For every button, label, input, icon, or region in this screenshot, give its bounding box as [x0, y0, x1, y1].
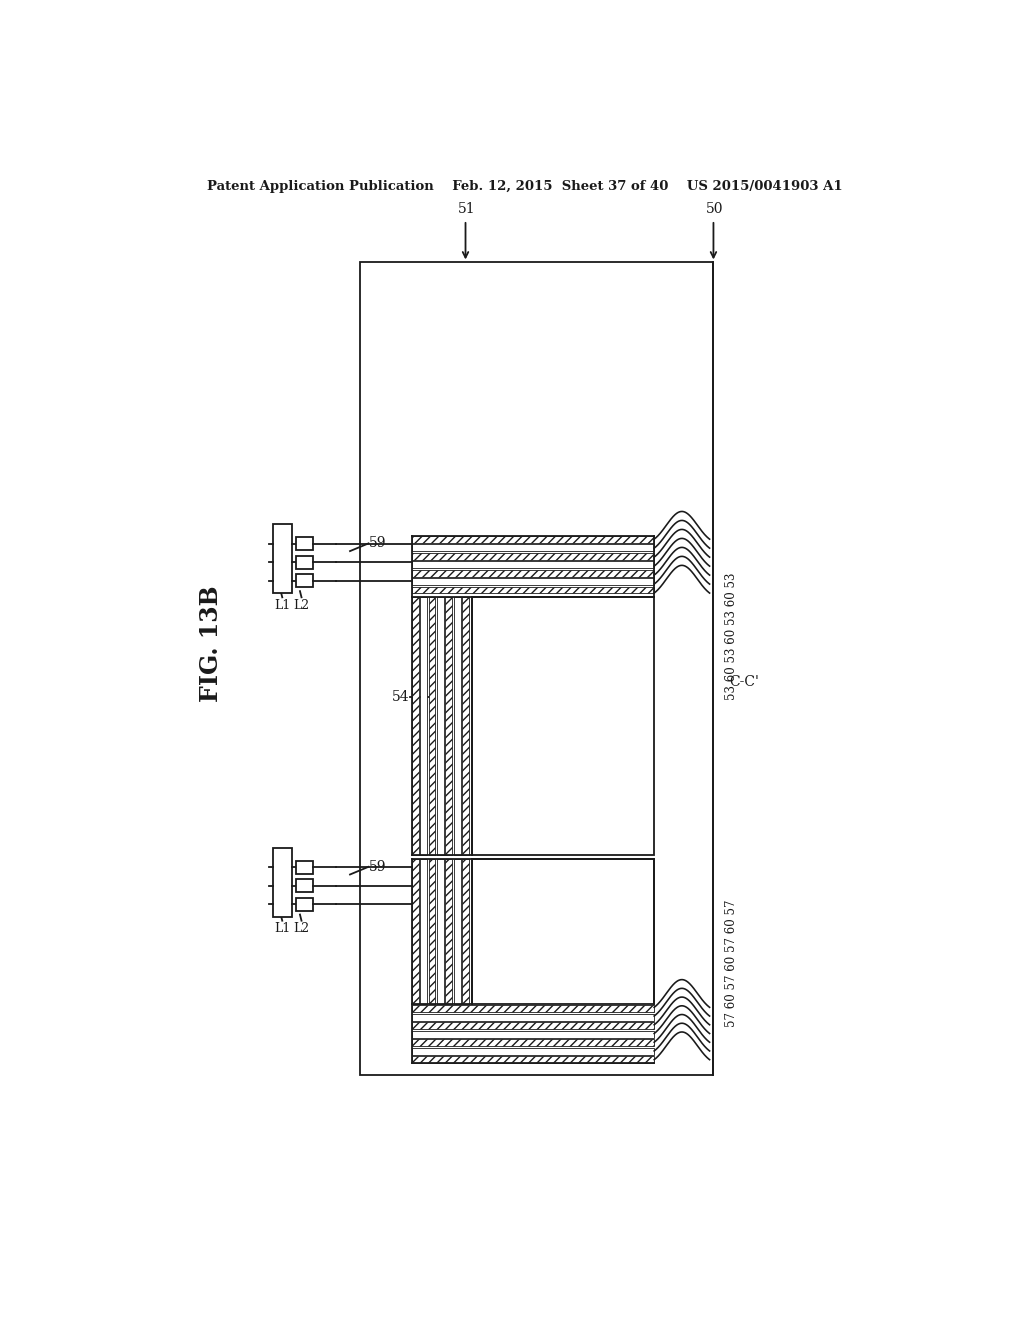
Bar [420, 859, 427, 1003]
Bar [454, 859, 461, 1003]
Bar [412, 578, 654, 585]
Text: FIG. 13B: FIG. 13B [200, 585, 223, 702]
Bar [296, 879, 313, 892]
Bar [454, 597, 461, 855]
Bar [273, 847, 292, 917]
Text: L2: L2 [294, 923, 309, 936]
Text: Patent Application Publication    Feb. 12, 2015  Sheet 37 of 40    US 2015/00419: Patent Application Publication Feb. 12, … [207, 181, 843, 194]
Bar [412, 544, 654, 552]
Bar [472, 859, 654, 1003]
Bar [412, 1031, 654, 1038]
Text: L1: L1 [274, 923, 291, 936]
Text: C-C': C-C' [730, 675, 760, 689]
Bar [412, 1039, 654, 1047]
Bar [296, 537, 313, 550]
Bar [412, 1022, 654, 1030]
Bar [429, 597, 435, 855]
Bar [412, 536, 654, 543]
Bar [296, 556, 313, 569]
Bar [273, 524, 292, 594]
Bar [412, 1014, 654, 1020]
Text: 50: 50 [707, 202, 724, 216]
Text: L1: L1 [274, 599, 291, 612]
Text: 59: 59 [370, 536, 387, 550]
Text: 53 60 53 60 53 60 53: 53 60 53 60 53 60 53 [725, 572, 738, 700]
Bar [412, 597, 419, 855]
Bar [437, 859, 444, 1003]
Bar [296, 574, 313, 587]
Bar [445, 859, 453, 1003]
Bar [463, 597, 469, 855]
Text: 54: 54 [391, 690, 410, 705]
Bar [463, 859, 469, 1003]
Bar [445, 597, 453, 855]
Text: 51: 51 [458, 202, 476, 216]
Bar [412, 1006, 654, 1012]
Bar [412, 1048, 654, 1055]
Bar [437, 597, 444, 855]
Bar [296, 861, 313, 874]
Bar [429, 859, 435, 1003]
Bar [412, 570, 654, 577]
Bar [412, 561, 654, 568]
Text: 57 60 57 60 57 60 57: 57 60 57 60 57 60 57 [725, 899, 738, 1027]
Text: L2: L2 [294, 599, 309, 612]
Bar [296, 898, 313, 911]
Bar [472, 597, 654, 855]
Bar [412, 553, 654, 560]
Text: 59: 59 [370, 859, 387, 874]
Bar [420, 597, 427, 855]
Bar [412, 1056, 654, 1063]
Bar [412, 859, 419, 1003]
Bar [412, 586, 654, 594]
Bar [360, 263, 714, 1074]
